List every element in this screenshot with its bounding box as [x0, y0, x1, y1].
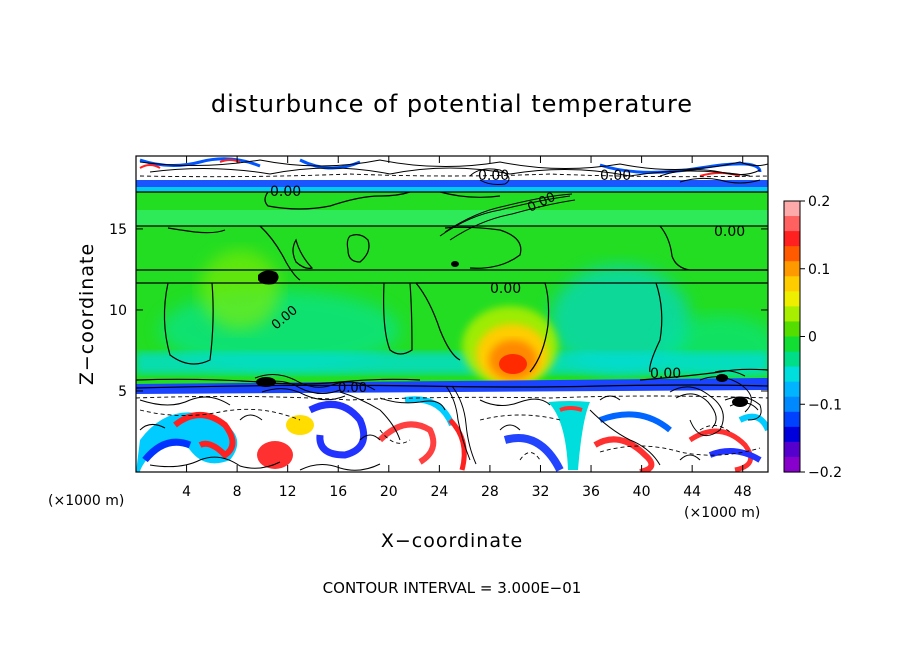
contour-label: 0.00 — [650, 366, 681, 382]
x-tick-label: 28 — [481, 484, 499, 500]
eddy-red-patch — [257, 441, 293, 469]
x-unit-left: (×1000 m) — [48, 493, 124, 509]
colorbar-tick-label: 0.1 — [808, 262, 830, 278]
upper-cyan-band — [136, 210, 768, 226]
y-axis-label: Z−coordinate — [76, 243, 98, 385]
y-tick-label: 5 — [118, 384, 127, 400]
eddy-right-blue — [598, 411, 672, 433]
x-tick-label: 32 — [532, 484, 550, 500]
colorbar-swatch — [784, 426, 800, 443]
x-tick-label: 4 — [182, 484, 191, 500]
colorbar-swatch — [784, 456, 800, 473]
top-cyan-edge — [136, 187, 768, 192]
eddy-mid — [308, 400, 368, 459]
x-tick-label: 44 — [683, 484, 701, 500]
colorbar-swatch — [784, 246, 800, 262]
plot-frame — [135, 155, 769, 473]
x-tick-label: 8 — [233, 484, 242, 500]
colorbar-swatch — [784, 441, 800, 458]
contour-label: 0.00 — [600, 168, 631, 184]
colorbar-swatch — [784, 321, 800, 338]
eddy-right — [593, 436, 655, 472]
contour-label: 0.00 — [338, 381, 367, 396]
colorbar-swatch — [784, 201, 800, 217]
colorbar-swatch — [784, 411, 800, 428]
eddy-far-right — [688, 428, 754, 472]
colorbar: 0.2 0.1 0 −0.1 −0.2 — [783, 194, 842, 481]
chart-title: disturbunce of potential temperature — [211, 90, 693, 118]
eddy-far-right-cyan — [738, 413, 768, 432]
x-unit-right: (×1000 m) — [684, 505, 760, 521]
x-tick-label: 20 — [380, 484, 398, 500]
colorbar-tick-label: −0.2 — [808, 465, 842, 481]
colorbar-tick-label: −0.1 — [808, 397, 842, 413]
colorbar-swatch — [784, 366, 800, 383]
contour-lines — [136, 191, 768, 389]
eddy-left-blue — [142, 438, 192, 463]
plume-red — [559, 406, 583, 412]
footer-contour-interval: CONTOUR INTERVAL = 3.000E−01 — [323, 579, 582, 597]
y-tick-label: 15 — [109, 222, 127, 238]
colorbar-swatch — [784, 351, 800, 368]
colorbar-swatch — [784, 231, 800, 247]
warm-anomaly-core — [499, 354, 527, 374]
x-tick-label: 36 — [582, 484, 600, 500]
eddy-center-blue — [503, 434, 564, 472]
top-blobs-red — [139, 159, 741, 177]
contour-label: 0.00 — [714, 224, 745, 240]
cool-region-right — [550, 265, 690, 375]
lower-cyan-band — [136, 352, 768, 374]
top-cold-band — [136, 180, 768, 188]
contour-label: 0.00 — [490, 281, 521, 297]
eddy-far-right-blue — [708, 448, 762, 463]
eddy-center — [448, 418, 467, 471]
colorbar-swatch — [784, 381, 800, 398]
colorbar-swatch — [784, 276, 800, 292]
x-tick-label: 16 — [329, 484, 347, 500]
x-axis-ticks: 4 8 12 16 20 24 28 32 36 40 44 48 — [182, 156, 752, 500]
contour-label: 0.00 — [270, 184, 301, 200]
eddy-yellow-patch — [286, 415, 314, 435]
colorbar-swatch — [784, 306, 800, 323]
colorbar-tick-label: 0.2 — [808, 194, 830, 210]
contour-tangles — [139, 159, 768, 471]
plot-area: 0.00 0.00 0.00 0.00 0.00 0.00 0.00 0.00 … — [136, 156, 768, 472]
plume — [548, 401, 590, 470]
y-tick-label: 10 — [109, 303, 127, 319]
contour-label: 0.00 — [478, 168, 509, 184]
colorbar-swatch — [784, 396, 800, 413]
colorbar-swatch — [784, 336, 800, 353]
colorbar-swatch — [784, 216, 800, 232]
x-tick-label: 12 — [279, 484, 297, 500]
y-axis-ticks: 5 10 15 — [109, 222, 768, 400]
x-tick-label: 24 — [430, 484, 448, 500]
bottom-white-region — [136, 390, 768, 472]
x-tick-label: 40 — [633, 484, 651, 500]
dashed-contours — [136, 173, 768, 461]
eddy-left-red — [173, 412, 236, 459]
colorbar-tick-label: 0 — [808, 330, 817, 346]
colorbar-swatch — [784, 291, 800, 307]
colorbar-swatch — [784, 261, 800, 277]
x-axis-label: X−coordinate — [381, 530, 523, 552]
x-tick-label: 48 — [734, 484, 752, 500]
contour-blobs — [256, 261, 748, 407]
